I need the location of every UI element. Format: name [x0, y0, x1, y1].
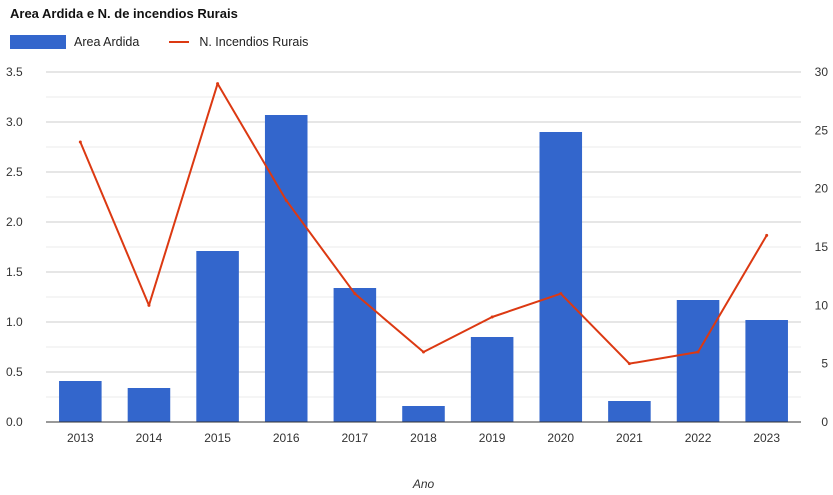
bar-area-ardida	[470, 337, 514, 422]
bar-area-ardida	[745, 320, 788, 422]
x-tick-label: 2021	[616, 431, 643, 445]
bar-area-ardida	[127, 388, 171, 422]
x-tick-label: 2022	[685, 431, 712, 445]
legend-item-area-ardida[interactable]: Area Ardida	[10, 35, 139, 49]
legend-swatch-bar	[10, 35, 66, 49]
chart-title: Area Ardida e N. de incendios Rurais	[10, 6, 238, 21]
bar-area-ardida	[608, 401, 651, 422]
bar-area-ardida	[402, 406, 445, 422]
point-incendios	[490, 315, 494, 319]
x-tick-label: 2020	[547, 431, 574, 445]
legend-label-incendios: N. Incendios Rurais	[199, 35, 309, 49]
y-right-tick-label: 20	[815, 182, 829, 196]
legend-label-area-ardida: Area Ardida	[74, 35, 140, 49]
legend-swatch-line	[169, 41, 190, 43]
point-incendios	[353, 292, 357, 296]
legend-item-incendios[interactable]: N. Incendios Rurais	[165, 35, 308, 49]
x-tick-label: 2014	[136, 431, 163, 445]
y-left-tick-label: 2.0	[6, 215, 23, 229]
y-left-tick-label: 2.5	[6, 165, 23, 179]
x-tick-label: 2013	[67, 431, 94, 445]
y-left-tick-label: 0.5	[6, 365, 23, 379]
y-left-tick-label: 1.5	[6, 265, 23, 279]
x-tick-label: 2018	[410, 431, 437, 445]
axis-layer: 0.0 0.5 1.0 1.5 2.0 2.5 3.0 3.5 0 5 10 15 20 25 30 2013…	[6, 65, 828, 491]
bar-area-ardida	[264, 115, 308, 422]
x-tick-label: 2023	[753, 431, 780, 445]
point-incendios	[696, 350, 700, 354]
point-incendios	[422, 350, 425, 354]
y-right-tick-label: 5	[821, 357, 828, 371]
bar-area-ardida	[676, 300, 720, 422]
point-incendios	[147, 303, 151, 307]
point-incendios	[216, 82, 220, 86]
x-tick-label: 2017	[342, 431, 369, 445]
y-left-tick-label: 3.0	[6, 115, 23, 129]
y-left-tick-label: 1.0	[6, 315, 23, 329]
x-tick-label: 2016	[273, 431, 300, 445]
line-layer	[78, 82, 769, 366]
y-right-tick-label: 10	[815, 298, 829, 312]
bar-area-ardida	[196, 251, 239, 422]
y-right-tick-label: 30	[815, 65, 829, 79]
y-left-tick-label: 0.0	[6, 415, 23, 429]
y-right-tick-label: 25	[815, 123, 829, 137]
bar-area-ardida	[539, 132, 583, 422]
x-tick-label: 2015	[204, 431, 231, 445]
grid-layer	[46, 71, 801, 398]
bar-layer	[59, 115, 788, 422]
point-incendios	[78, 140, 82, 144]
bar-area-ardida	[333, 288, 377, 422]
x-axis-title: Ano	[412, 477, 435, 491]
point-incendios	[559, 292, 563, 296]
legend: Area Ardida N. Incendios Rurais	[10, 34, 334, 50]
y-left-tick-label: 3.5	[6, 65, 23, 79]
y-right-tick-label: 0	[821, 415, 828, 429]
point-incendios	[627, 362, 631, 366]
bar-area-ardida	[59, 381, 102, 422]
x-tick-label: 2019	[479, 431, 506, 445]
point-incendios	[284, 198, 288, 202]
y-right-tick-label: 15	[815, 240, 829, 254]
point-incendios	[765, 233, 769, 237]
